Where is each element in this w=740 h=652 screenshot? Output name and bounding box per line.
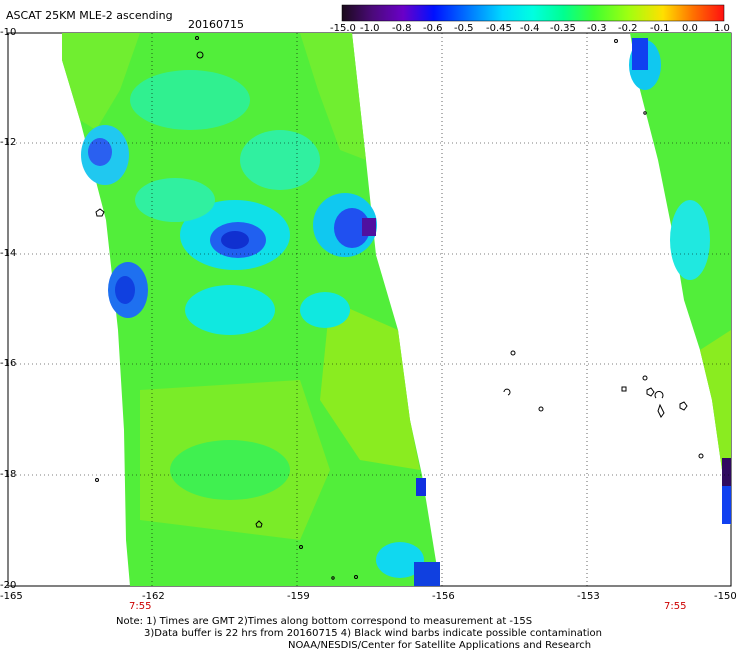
left-swath <box>62 33 440 586</box>
x-tick: -162 <box>142 591 165 602</box>
footnote-line-1: Note: 1) Times are GMT 2)Times along bot… <box>116 616 533 627</box>
right-swath <box>618 33 731 525</box>
x-tick: -165 <box>0 591 23 602</box>
y-tick: -12 <box>0 137 17 148</box>
swath-time-label: 7:55 <box>664 601 687 612</box>
colorbar-label: -0.45 <box>486 23 512 34</box>
colorbar-label: -1.0 <box>360 23 380 34</box>
colorbar-label: -0.4 <box>520 23 540 34</box>
x-tick: -153 <box>577 591 600 602</box>
footnote-line-3: NOAA/NESDIS/Center for Satellite Applica… <box>288 640 592 651</box>
x-tick: -150 <box>714 591 737 602</box>
y-tick: -16 <box>0 358 17 369</box>
lat-lon-grid <box>8 33 731 586</box>
colorbar-label: -0.6 <box>423 23 443 34</box>
x-tick: -159 <box>287 591 310 602</box>
footnote-line-2: 3)Data buffer is 22 hrs from 20160715 4)… <box>144 628 602 639</box>
y-tick: -10 <box>0 27 17 38</box>
product-date: 20160715 <box>188 18 244 31</box>
colorbar-label: 0.0 <box>682 23 698 34</box>
colorbar-label: -0.2 <box>618 23 638 34</box>
colorbar-label: -0.8 <box>392 23 412 34</box>
colorbar-label: -0.3 <box>587 23 607 34</box>
colorbar-labels: -15.0 -1.0 -0.8 -0.6 -0.5 -0.45 -0.4 -0.… <box>330 24 730 36</box>
colorbar-label: -0.1 <box>650 23 670 34</box>
y-tick: -14 <box>0 248 17 259</box>
product-title: ASCAT 25KM MLE-2 ascending <box>6 9 173 22</box>
y-tick: -20 <box>0 580 17 591</box>
swath-time-label: 7:55 <box>129 601 152 612</box>
island-outlines <box>95 36 704 580</box>
colorbar <box>341 4 725 22</box>
colorbar-label: -0.35 <box>550 23 576 34</box>
colorbar-label: -15.0 <box>330 23 356 34</box>
colorbar-label: -0.5 <box>454 23 474 34</box>
x-tick: -156 <box>432 591 455 602</box>
y-tick: -18 <box>0 469 17 480</box>
colorbar-label: 1.0 <box>714 23 730 34</box>
